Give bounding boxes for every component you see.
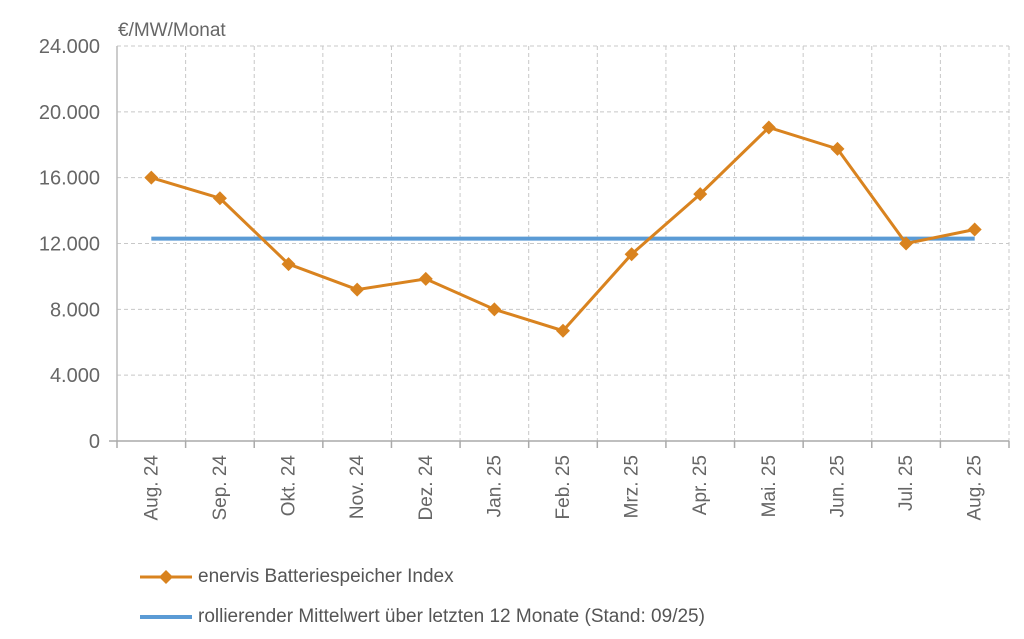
x-tick-label: Okt. 24 <box>279 455 300 517</box>
data-point-marker <box>761 120 776 135</box>
legend-diamond-line-icon <box>140 570 192 584</box>
data-point-marker <box>144 170 159 185</box>
data-point-marker <box>281 257 296 272</box>
data-point-marker <box>967 222 982 237</box>
x-tick-label: Apr. 25 <box>690 455 711 515</box>
x-tick-label: Nov. 24 <box>347 455 368 520</box>
data-point-marker <box>830 141 845 156</box>
index-line <box>150 125 975 333</box>
y-tick-label: 16.000 <box>39 168 100 190</box>
data-point-marker <box>487 302 502 317</box>
legend-line-icon <box>140 615 192 619</box>
y-axis-label: €/MW/Monat <box>118 20 226 41</box>
data-point-marker <box>899 236 914 251</box>
data-point-marker <box>556 323 570 338</box>
x-tick-label: Feb. 25 <box>553 455 574 519</box>
x-tick-label: Mai. 25 <box>759 455 780 517</box>
data-point-marker <box>693 187 708 202</box>
x-tick-label: Mrz. 25 <box>622 455 643 518</box>
x-tick-label: Jul. 25 <box>896 455 917 511</box>
x-tick-label: Jan. 25 <box>484 455 505 517</box>
y-tick-label: 8.000 <box>50 299 100 321</box>
x-tick-label: Aug. 25 <box>965 455 986 521</box>
y-tick-label: 12.000 <box>39 234 100 256</box>
x-tick-label: Sep. 24 <box>210 455 231 521</box>
legend-item-index: enervis Batteriespeicher Index <box>140 566 454 588</box>
x-tick-label: Aug. 24 <box>141 455 162 521</box>
x-tick-label: Dez. 24 <box>416 455 437 521</box>
legend-label-average: rollierender Mittelwert über letzten 12 … <box>198 606 705 627</box>
data-point-marker <box>624 247 639 262</box>
data-point-marker <box>418 271 433 286</box>
y-tick-label: 0 <box>89 431 100 453</box>
legend-item-average: rollierender Mittelwert über letzten 12 … <box>140 606 705 628</box>
y-tick-label: 24.000 <box>39 36 100 58</box>
line-chart: €/MW/Monat 0 4.000 8.000 12.000 16.000 20.000… <box>39 20 1010 521</box>
data-point-marker <box>212 191 227 206</box>
legend-label-index: enervis Batteriespeicher Index <box>198 566 454 587</box>
data-point-marker <box>350 282 365 297</box>
y-tick-label: 4.000 <box>50 365 100 387</box>
x-tick-label: Jun. 25 <box>827 455 848 517</box>
y-tick-label: 20.000 <box>39 102 100 124</box>
